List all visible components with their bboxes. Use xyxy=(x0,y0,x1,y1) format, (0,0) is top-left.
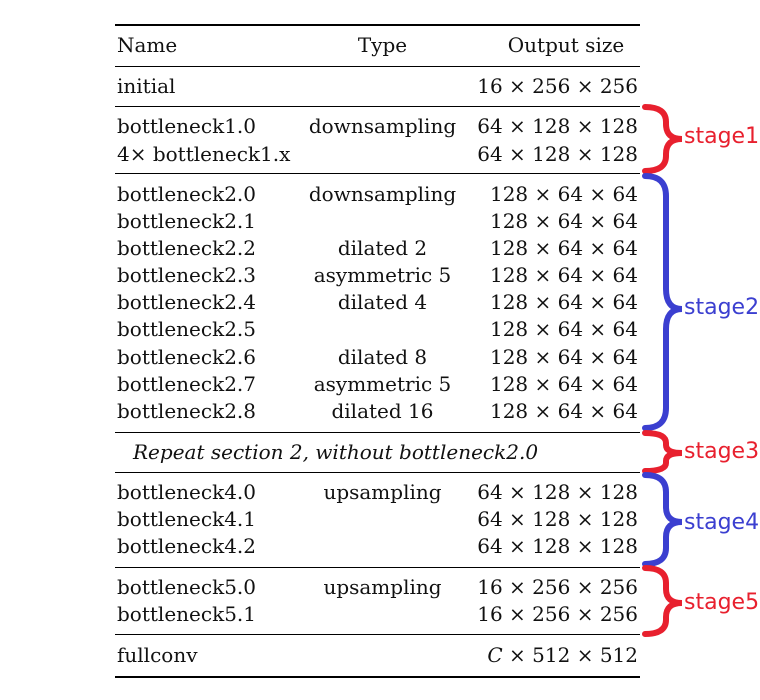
stage1-label: stage1 xyxy=(684,124,759,149)
stage5-brace xyxy=(645,568,682,634)
stage4-brace xyxy=(645,475,682,564)
stage3-brace xyxy=(645,433,682,471)
stage1-brace xyxy=(645,107,682,171)
stage5-label: stage5 xyxy=(684,590,759,615)
stage2-brace xyxy=(645,176,682,428)
stage2-label: stage2 xyxy=(684,295,759,320)
stage3-label: stage3 xyxy=(684,439,759,464)
stage4-label: stage4 xyxy=(684,510,759,535)
